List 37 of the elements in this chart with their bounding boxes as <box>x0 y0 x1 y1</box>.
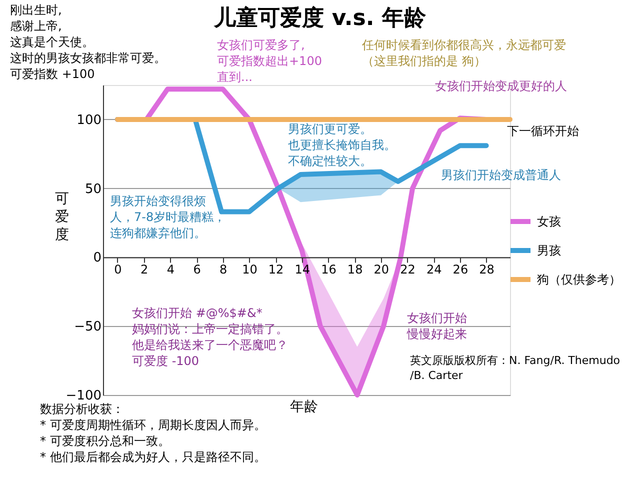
legend-label: 女孩 <box>537 214 561 228</box>
x-tick-label: 10 <box>242 262 258 277</box>
annotation: 男孩们更可爱。也更擅长掩饰自我。不确定性较大。 <box>288 122 396 168</box>
x-tick-label: 2 <box>140 262 148 277</box>
x-tick-label: 26 <box>452 262 468 277</box>
x-tick-label: 18 <box>347 262 363 277</box>
y-tick-label: 50 <box>84 182 102 197</box>
x-tick-label: 4 <box>166 262 174 277</box>
annotation: 男孩开始变得很烦人，7-8岁时最糟糕，连狗都嫌弃他们。 <box>110 194 226 240</box>
x-tick-label: 12 <box>268 262 284 277</box>
y-tick-label: −100 <box>66 388 102 404</box>
text: 数据分析收获：* 可爱度周期性循环，周期长度因人而异。* 可爱度积分总和一致。* 他们最后都会成为好人，只是路径不同。 <box>40 402 266 464</box>
text: 刚出生时,感谢上帝,这真是个天使。这时的男孩女孩都非常可爱。可爱指数 +100 <box>10 3 166 81</box>
chart-title: 儿童可爱度 v.s. 年龄 <box>213 5 427 31</box>
annotation: 女孩们开始变成更好的人 <box>435 79 567 93</box>
text: 任何时候看到你都很高兴，永远都可爱（这里我们指的是 狗） <box>361 38 566 68</box>
x-axis-title: 年龄 <box>290 399 318 415</box>
annotation: 英文原版版权所有：N. Fang/R. Themudo/B. Carter <box>410 354 620 382</box>
text: 女孩们可爱多了,可爱指数超出+100直到... <box>217 38 322 84</box>
x-tick-label: 28 <box>479 262 494 277</box>
x-tick-label: 8 <box>220 262 228 277</box>
x-tick-label: 0 <box>114 262 122 277</box>
x-tick-label: 24 <box>426 262 442 277</box>
annotation: 女孩们开始 #@%$#&*妈妈们说：上帝一定搞错了。他是给我送来了一个恶魔吧？可爱度 -100 <box>132 306 288 368</box>
y-axis-title: 可爱度 <box>55 191 69 243</box>
legend-label: 狗（仅供参考） <box>537 272 621 286</box>
y-tick-label: −50 <box>74 320 102 335</box>
legend-label: 男孩 <box>537 244 561 258</box>
y-tick-label: 0 <box>93 250 102 266</box>
annotation: 女孩们开始慢慢好起来 <box>406 311 467 341</box>
annotation: 下一循环开始 <box>507 124 579 138</box>
y-tick-label: 100 <box>76 112 102 128</box>
annotation: 男孩们开始变成普通人 <box>441 168 561 182</box>
x-tick-label: 22 <box>400 262 416 277</box>
x-tick-label: 16 <box>321 262 336 277</box>
x-tick-label: 20 <box>374 262 390 277</box>
x-tick-label: 6 <box>193 262 201 277</box>
